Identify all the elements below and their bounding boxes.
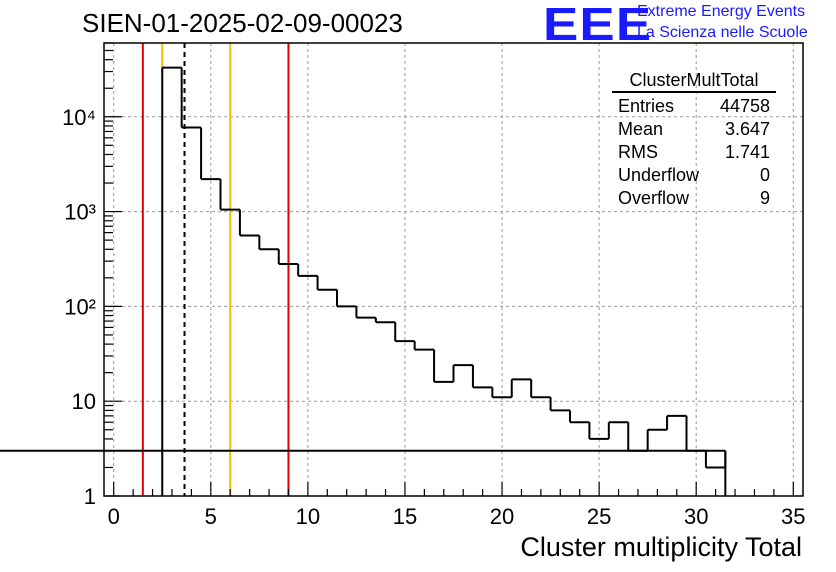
y-tick-label: 10²	[64, 294, 96, 319]
x-tick-label: 5	[205, 504, 217, 529]
chart-title: SIEN-01-2025-02-09-00023	[82, 8, 403, 38]
grid-lines	[104, 43, 803, 496]
stats-row-rms: RMS 1.741	[612, 141, 776, 164]
stats-label: Entries	[618, 96, 675, 116]
eee-logo: EEE	[543, 0, 653, 50]
stats-box-title: ClusterMultTotal	[612, 70, 776, 93]
reference-lines	[141, 43, 290, 496]
y-axis-ticks: 1 10 10² 10³ 10⁴	[62, 42, 122, 509]
stats-label: Mean	[618, 119, 664, 139]
plot-frame	[103, 42, 804, 497]
stats-label: Overflow	[618, 188, 690, 208]
stats-value: 44758	[719, 96, 770, 116]
x-tick-label: 30	[684, 504, 708, 529]
x-axis-label: Cluster multiplicity Total	[520, 532, 802, 562]
stats-value: 9	[759, 188, 770, 208]
org-name-line2: La Scienza nelle Scuole	[637, 24, 808, 41]
x-tick-label: 10	[296, 504, 320, 529]
x-tick-label: 15	[393, 504, 417, 529]
stats-label: Underflow	[618, 165, 700, 185]
org-name-line1: Extreme Energy Events	[637, 3, 806, 20]
stats-value: 0	[759, 165, 770, 185]
stats-row-overflow: Overflow 9	[612, 187, 776, 210]
y-tick-label: 1	[84, 484, 96, 509]
stats-value: 1.741	[724, 142, 770, 162]
x-tick-label: 35	[781, 504, 805, 529]
x-axis-ticks: 0 5 10 15 20 25 30 35	[108, 482, 806, 529]
y-tick-label: 10	[72, 389, 96, 414]
stats-label: RMS	[618, 142, 658, 162]
stats-row-entries: Entries 44758	[612, 95, 776, 118]
histogram-series	[0, 66, 727, 496]
x-tick-label: 20	[490, 504, 514, 529]
stats-row-mean: Mean 3.647	[612, 118, 776, 141]
y-tick-label: 10³	[64, 200, 96, 225]
stats-box: ClusterMultTotal Entries 44758 Mean 3.64…	[612, 70, 776, 210]
stats-value: 3.647	[724, 119, 770, 139]
y-tick-label: 10⁴	[62, 105, 96, 130]
stats-row-underflow: Underflow 0	[612, 164, 776, 187]
x-tick-label: 0	[108, 504, 120, 529]
x-tick-label: 25	[587, 504, 611, 529]
